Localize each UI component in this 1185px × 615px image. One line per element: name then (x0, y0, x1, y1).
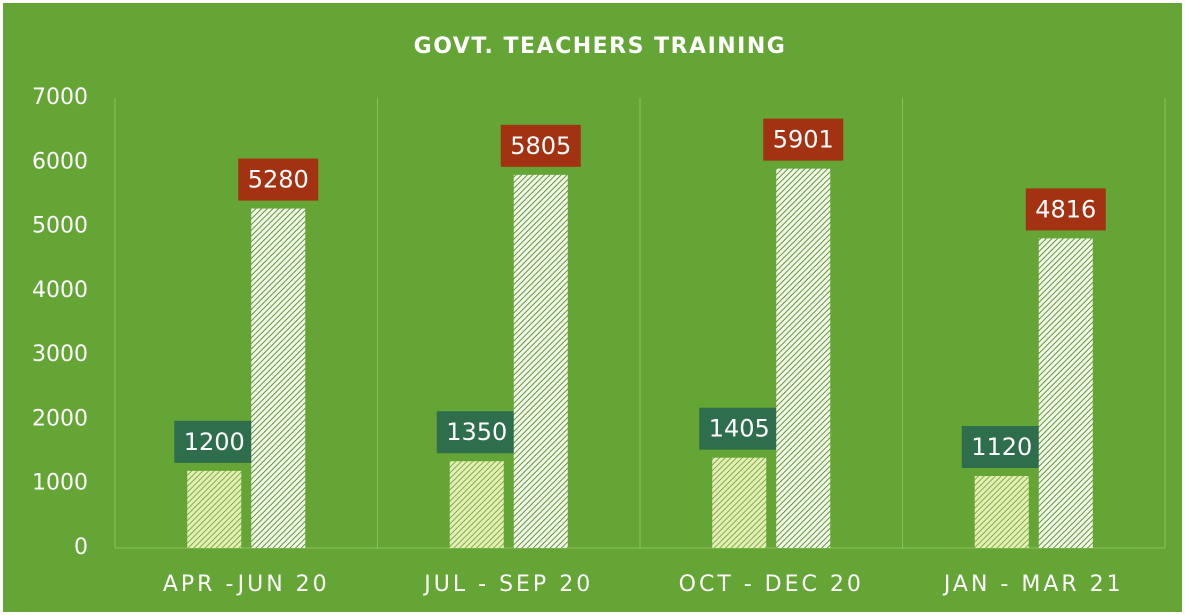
data-label-box (436, 411, 517, 454)
y-tick-label: 2000 (32, 406, 88, 431)
bar (251, 208, 306, 549)
data-label: 1120 (971, 433, 1032, 461)
bar (776, 168, 831, 548)
x-tick-label: JAN - MAR 21 (942, 572, 1124, 597)
x-tick-label: JUL - SEP 20 (422, 572, 593, 597)
data-label: 1405 (709, 415, 770, 443)
data-label: 1200 (184, 428, 245, 456)
y-tick-label: 6000 (32, 149, 88, 174)
bar (449, 461, 504, 548)
bar (974, 476, 1029, 548)
y-tick-label: 1000 (32, 471, 88, 496)
x-tick-label: OCT - DEC 20 (679, 572, 864, 597)
data-label-box (1025, 188, 1106, 231)
y-tick-label: 4000 (32, 278, 88, 303)
data-label-box (763, 118, 844, 161)
data-label: 5280 (248, 166, 309, 194)
y-tick-label: 0 (74, 535, 88, 560)
y-tick-label: 3000 (32, 342, 88, 367)
bar (187, 470, 242, 548)
y-tick-label: 7000 (32, 85, 88, 110)
data-label-box (174, 420, 255, 463)
data-label: 5901 (773, 126, 834, 154)
bar (1038, 238, 1093, 548)
data-label-box (500, 124, 581, 167)
x-tick-label: APR -JUN 20 (163, 572, 330, 597)
data-label: 1350 (446, 418, 507, 446)
data-label-box (699, 407, 780, 450)
data-label: 4816 (1035, 195, 1096, 223)
chart-title: GOVT. TEACHERS TRAINING (414, 34, 787, 59)
bar (712, 457, 767, 548)
data-label-box (961, 426, 1042, 468)
y-tick-label: 5000 (32, 214, 88, 239)
bar (513, 174, 568, 549)
data-label-box (238, 158, 319, 201)
data-label: 5805 (510, 132, 571, 160)
